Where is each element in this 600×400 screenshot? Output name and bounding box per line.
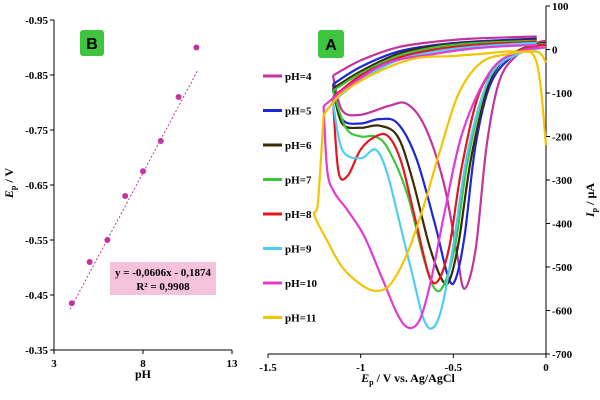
panel-a-y-tick-label: -300 bbox=[552, 175, 573, 187]
data-point bbox=[86, 259, 93, 265]
legend-label-ph-6: pH=6 bbox=[285, 140, 312, 152]
panel-b-label: B bbox=[86, 36, 98, 53]
data-point bbox=[122, 193, 129, 199]
equation-box bbox=[110, 262, 216, 295]
panel-a-y-tick-label: 0 bbox=[552, 45, 558, 57]
panel-b-y-tick-label: -0.85 bbox=[25, 70, 48, 82]
panel-a-y-tick-label: -700 bbox=[552, 349, 573, 361]
panel-a-x-label: Ep / V vs. Ag/AgCl bbox=[360, 371, 455, 387]
panel-a-y-tick-label: -400 bbox=[552, 219, 573, 231]
cv-curve-upper-ph-11 bbox=[322, 50, 548, 146]
cv-curve-upper-ph-7 bbox=[332, 39, 537, 92]
cv-curve-lower-ph-4 bbox=[331, 39, 547, 290]
panel-b-y-label: Ep / V bbox=[2, 168, 18, 200]
panel-a-chart: -1.5 -1 -0.5 0 100 0 -100 -200 -300 -400 -500 -600 -… bbox=[259, 1, 599, 387]
panel-a-badge bbox=[318, 30, 344, 58]
data-point bbox=[193, 44, 200, 51]
data-point bbox=[157, 138, 164, 144]
trendline-r2: R² = 0,9908 bbox=[136, 281, 190, 293]
panel-b-y-tick-label: -0.65 bbox=[25, 180, 48, 192]
cv-curve-upper-ph-10 bbox=[322, 44, 537, 107]
panel-b-x-tick-label: 13 bbox=[227, 358, 239, 370]
panel-a-y-tick-label: -600 bbox=[552, 306, 573, 318]
panel-b-x-label: pH bbox=[135, 367, 152, 381]
panel-b-y-tick-label: -0.45 bbox=[25, 290, 48, 302]
panel-a-y-tick-label: -200 bbox=[552, 132, 573, 144]
legend-label-ph-4: pH=4 bbox=[285, 71, 312, 83]
legend-label-ph-7: pH=7 bbox=[285, 175, 312, 187]
panel-b-x-tick-label: 8 bbox=[140, 358, 146, 370]
legend-label-ph-8: pH=8 bbox=[285, 209, 312, 221]
trendline-equation: y = -0,0606x - 0,1874 bbox=[115, 267, 212, 279]
cv-curve-upper-ph-4 bbox=[332, 35, 537, 77]
panel-b-y-tick-label: -0.75 bbox=[25, 125, 48, 137]
panel-a-y-tick-label: -100 bbox=[552, 88, 573, 100]
data-point bbox=[175, 94, 182, 100]
panel-a-y-tick-label: -500 bbox=[552, 262, 573, 274]
panel-a-x-tick-label: -1.5 bbox=[259, 362, 277, 374]
panel-a-x-tick-label: -1 bbox=[356, 362, 365, 374]
data-point bbox=[68, 300, 75, 307]
legend-label-ph-9: pH=9 bbox=[285, 244, 312, 256]
panel-b-x-tick-label: 3 bbox=[51, 358, 57, 370]
legend-label-ph-5: pH=5 bbox=[285, 106, 312, 118]
panel-b-y-tick-label: -0.35 bbox=[25, 345, 48, 357]
legend-label-ph-10: pH=10 bbox=[285, 278, 317, 290]
panel-b-y-tick-label: -0.55 bbox=[25, 235, 48, 247]
cv-curve-lower-ph-9 bbox=[331, 46, 547, 330]
panel-b-y-tick-label: -0.95 bbox=[25, 15, 48, 27]
panel-a-y-tick-label: 100 bbox=[552, 1, 569, 13]
cv-curve-upper-ph-8 bbox=[332, 40, 537, 99]
cv-curve-lower-ph-10 bbox=[322, 46, 547, 330]
cv-curve-lower-ph-11 bbox=[312, 50, 547, 293]
data-point bbox=[140, 168, 146, 175]
data-point bbox=[104, 237, 111, 243]
panel-b-trendline bbox=[69, 69, 199, 310]
panel-a-x-tick-label: 0 bbox=[543, 362, 549, 374]
panel-a-x-tick-label: -0.5 bbox=[445, 362, 463, 374]
panel-b-badge bbox=[80, 30, 104, 56]
panel-a-y-label: Ip / µA bbox=[583, 183, 599, 218]
legend-label-ph-11: pH=11 bbox=[285, 313, 316, 325]
panel-a-label: A bbox=[325, 37, 337, 54]
panel-b-chart: -0.95-0.85-0.75-0.65-0.55-0.45-0.353 8 13 … bbox=[2, 15, 238, 381]
